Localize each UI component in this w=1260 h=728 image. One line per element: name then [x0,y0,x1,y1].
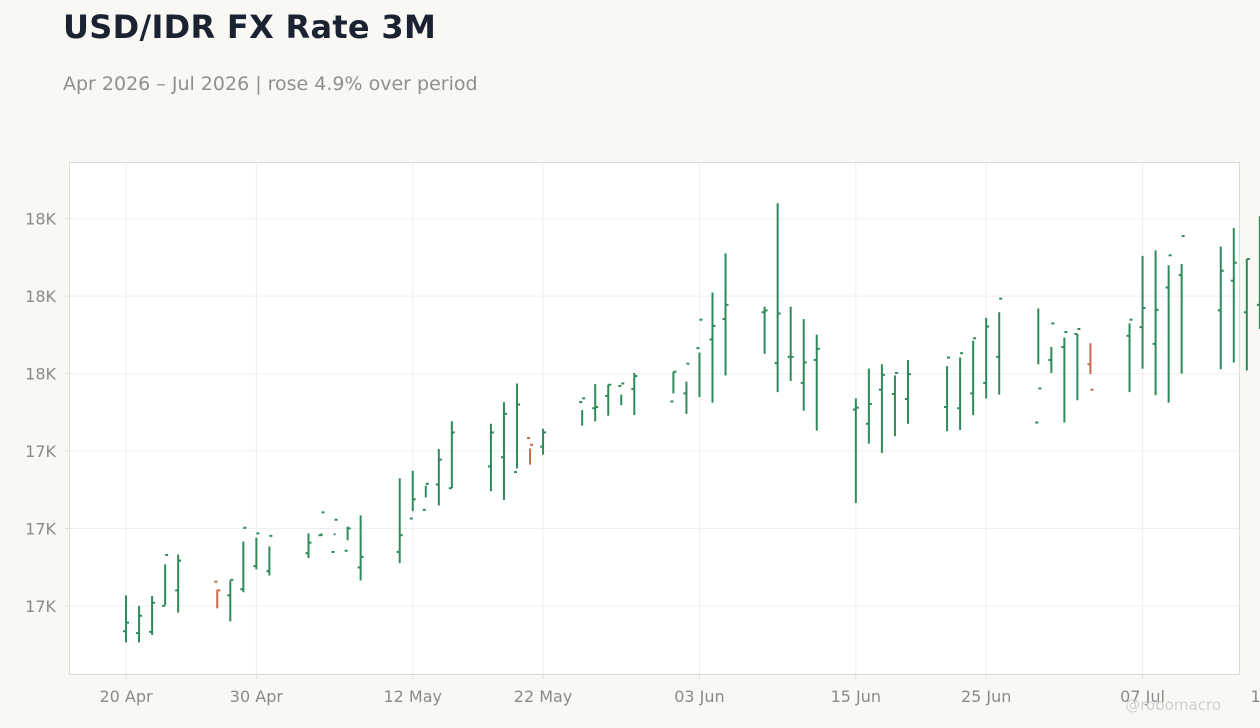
ohlc-bar-2026-06-04 [709,292,716,403]
x-tick-label: 03 Jun [674,687,724,706]
ohlc-bar-2026-07-08 [1152,250,1159,396]
ohlc-bar-2026-05-27 [605,383,612,416]
y-tick-label: 18K [25,287,56,306]
ohlc-bar-2026-06-23 [957,352,964,430]
ohlc-bar-2026-06-11 [800,319,807,411]
ohlc-bar-2026-04-20 [123,595,130,643]
ohlc-bar-2026-05-07 [344,526,351,552]
ohlc-bar-2026-06-02 [683,362,690,414]
ohlc-bar-2026-07-06 [1126,318,1133,393]
x-tick-label: 20 Apr [99,687,153,706]
ohlc-bar-2026-06-29 [1035,308,1042,424]
ohlc-bar-2026-05-05 [318,511,325,537]
x-tick-label: 07 Jul [1120,687,1165,706]
ohlc-bar-2026-05-12 [409,470,416,520]
ohlc-bar-2026-06-25 [983,317,990,399]
ohlc-bar-2026-06-09 [774,203,781,393]
ohlc-bar-2026-05-19 [500,402,507,500]
ohlc-bar-2026-04-30 [253,532,260,570]
ohlc-bar-2026-05-21 [527,437,534,465]
ohlc-bar-2026-05-25 [579,397,586,426]
ohlc-bar-2026-06-26 [996,297,1003,395]
grid-lines [70,163,1239,674]
ohlc-bar-2026-05-28 [618,382,625,406]
ohlc-bar-2026-06-19 [904,359,911,424]
ohlc-bar-2026-04-21 [136,605,143,643]
x-tick-label: 12 May [383,687,442,706]
x-tick-label: 30 Apr [230,687,284,706]
ohlc-bar-2026-04-28 [227,578,234,622]
ohlc-bar-2026-04-29 [240,526,247,593]
ohlc-bar-2026-07-02 [1074,327,1081,401]
ohlc-bar-2026-05-18 [487,423,494,492]
ohlc-bar-2026-05-22 [540,428,547,455]
ohlc-bar-2026-06-03 [696,318,703,398]
ohlc-bar-2026-07-13 [1217,246,1224,370]
ohlc-bar-2026-05-15 [448,421,455,490]
y-tick-label: 18K [25,365,56,384]
ohlc-bar-2026-06-01 [670,370,677,403]
chart-title: USD/IDR FX Rate 3M [63,8,437,46]
ohlc-bar-2026-05-13 [422,482,429,511]
y-axis-ticks: 17K 17K 17K 18K 18K 18K [25,210,70,616]
y-tick-label: 17K [25,442,56,461]
ohlc-bars [123,203,1260,643]
ohlc-bar-2026-05-14 [435,449,442,506]
ohlc-bar-2026-05-08 [357,515,364,581]
ohlc-bar-2026-05-29 [631,372,638,416]
ohlc-bar-2026-07-09 [1165,254,1172,403]
ohlc-bar-2026-06-16 [865,368,872,444]
ohlc-bar-2026-05-26 [592,384,599,422]
ohlc-bar-2026-06-15 [852,398,859,504]
ohlc-bar-2026-07-14 [1230,228,1237,363]
ohlc-bar-2026-07-01 [1061,331,1068,423]
ohlc-bar-2026-07-07 [1139,255,1146,369]
ohlc-bar-2026-06-10 [787,306,794,382]
chart-subtitle: Apr 2026 – Jul 2026 | rose 4.9% over per… [63,73,478,95]
ohlc-bar-2026-06-18 [891,371,898,437]
x-tick-label: 22 May [514,687,573,706]
ohlc-bar-2026-07-10 [1178,235,1185,374]
ohlc-bar-2026-06-05 [722,253,729,376]
plot-area [69,162,1240,675]
ohlc-bar-2026-05-20 [514,383,521,474]
watermark: @robomacro [1125,696,1221,714]
ohlc-bar-2026-06-08 [761,306,768,354]
y-tick-label: 17K [25,597,56,616]
ohlc-bar-2026-05-04 [305,533,312,559]
ohlc-bar-2026-07-03 [1087,343,1094,391]
y-tick-label: 18K [25,210,56,229]
x-tick-label: 15 Jun [831,687,881,706]
ohlc-bar-2026-05-06 [331,518,338,553]
ohlc-bar-2026-06-22 [944,356,951,432]
ohlc-bar-2026-06-30 [1048,322,1055,373]
ohlc-bar-2026-04-24 [175,554,182,613]
ohlc-bar-2026-06-12 [813,334,820,431]
ohlc-bar-2026-05-01 [266,534,273,576]
ohlc-bar-2026-05-11 [396,478,403,564]
x-axis-ticks: 20 Apr 30 Apr 12 May 22 May 03 Jun 15 Jun 25 J… [99,674,1260,706]
y-tick-label: 17K [25,519,56,538]
ohlc-bar-2026-07-15 [1243,258,1250,371]
ohlc-bar-2026-04-27 [214,580,221,609]
ohlc-bar-2026-04-22 [149,595,156,635]
ohlc-bar-2026-06-17 [878,364,885,453]
ohlc-bar-2026-04-23 [162,554,169,607]
x-tick-label: 25 Jun [961,687,1011,706]
ohlc-bar-2026-06-24 [970,337,977,416]
x-tick-label: 17 Jul [1251,687,1260,706]
